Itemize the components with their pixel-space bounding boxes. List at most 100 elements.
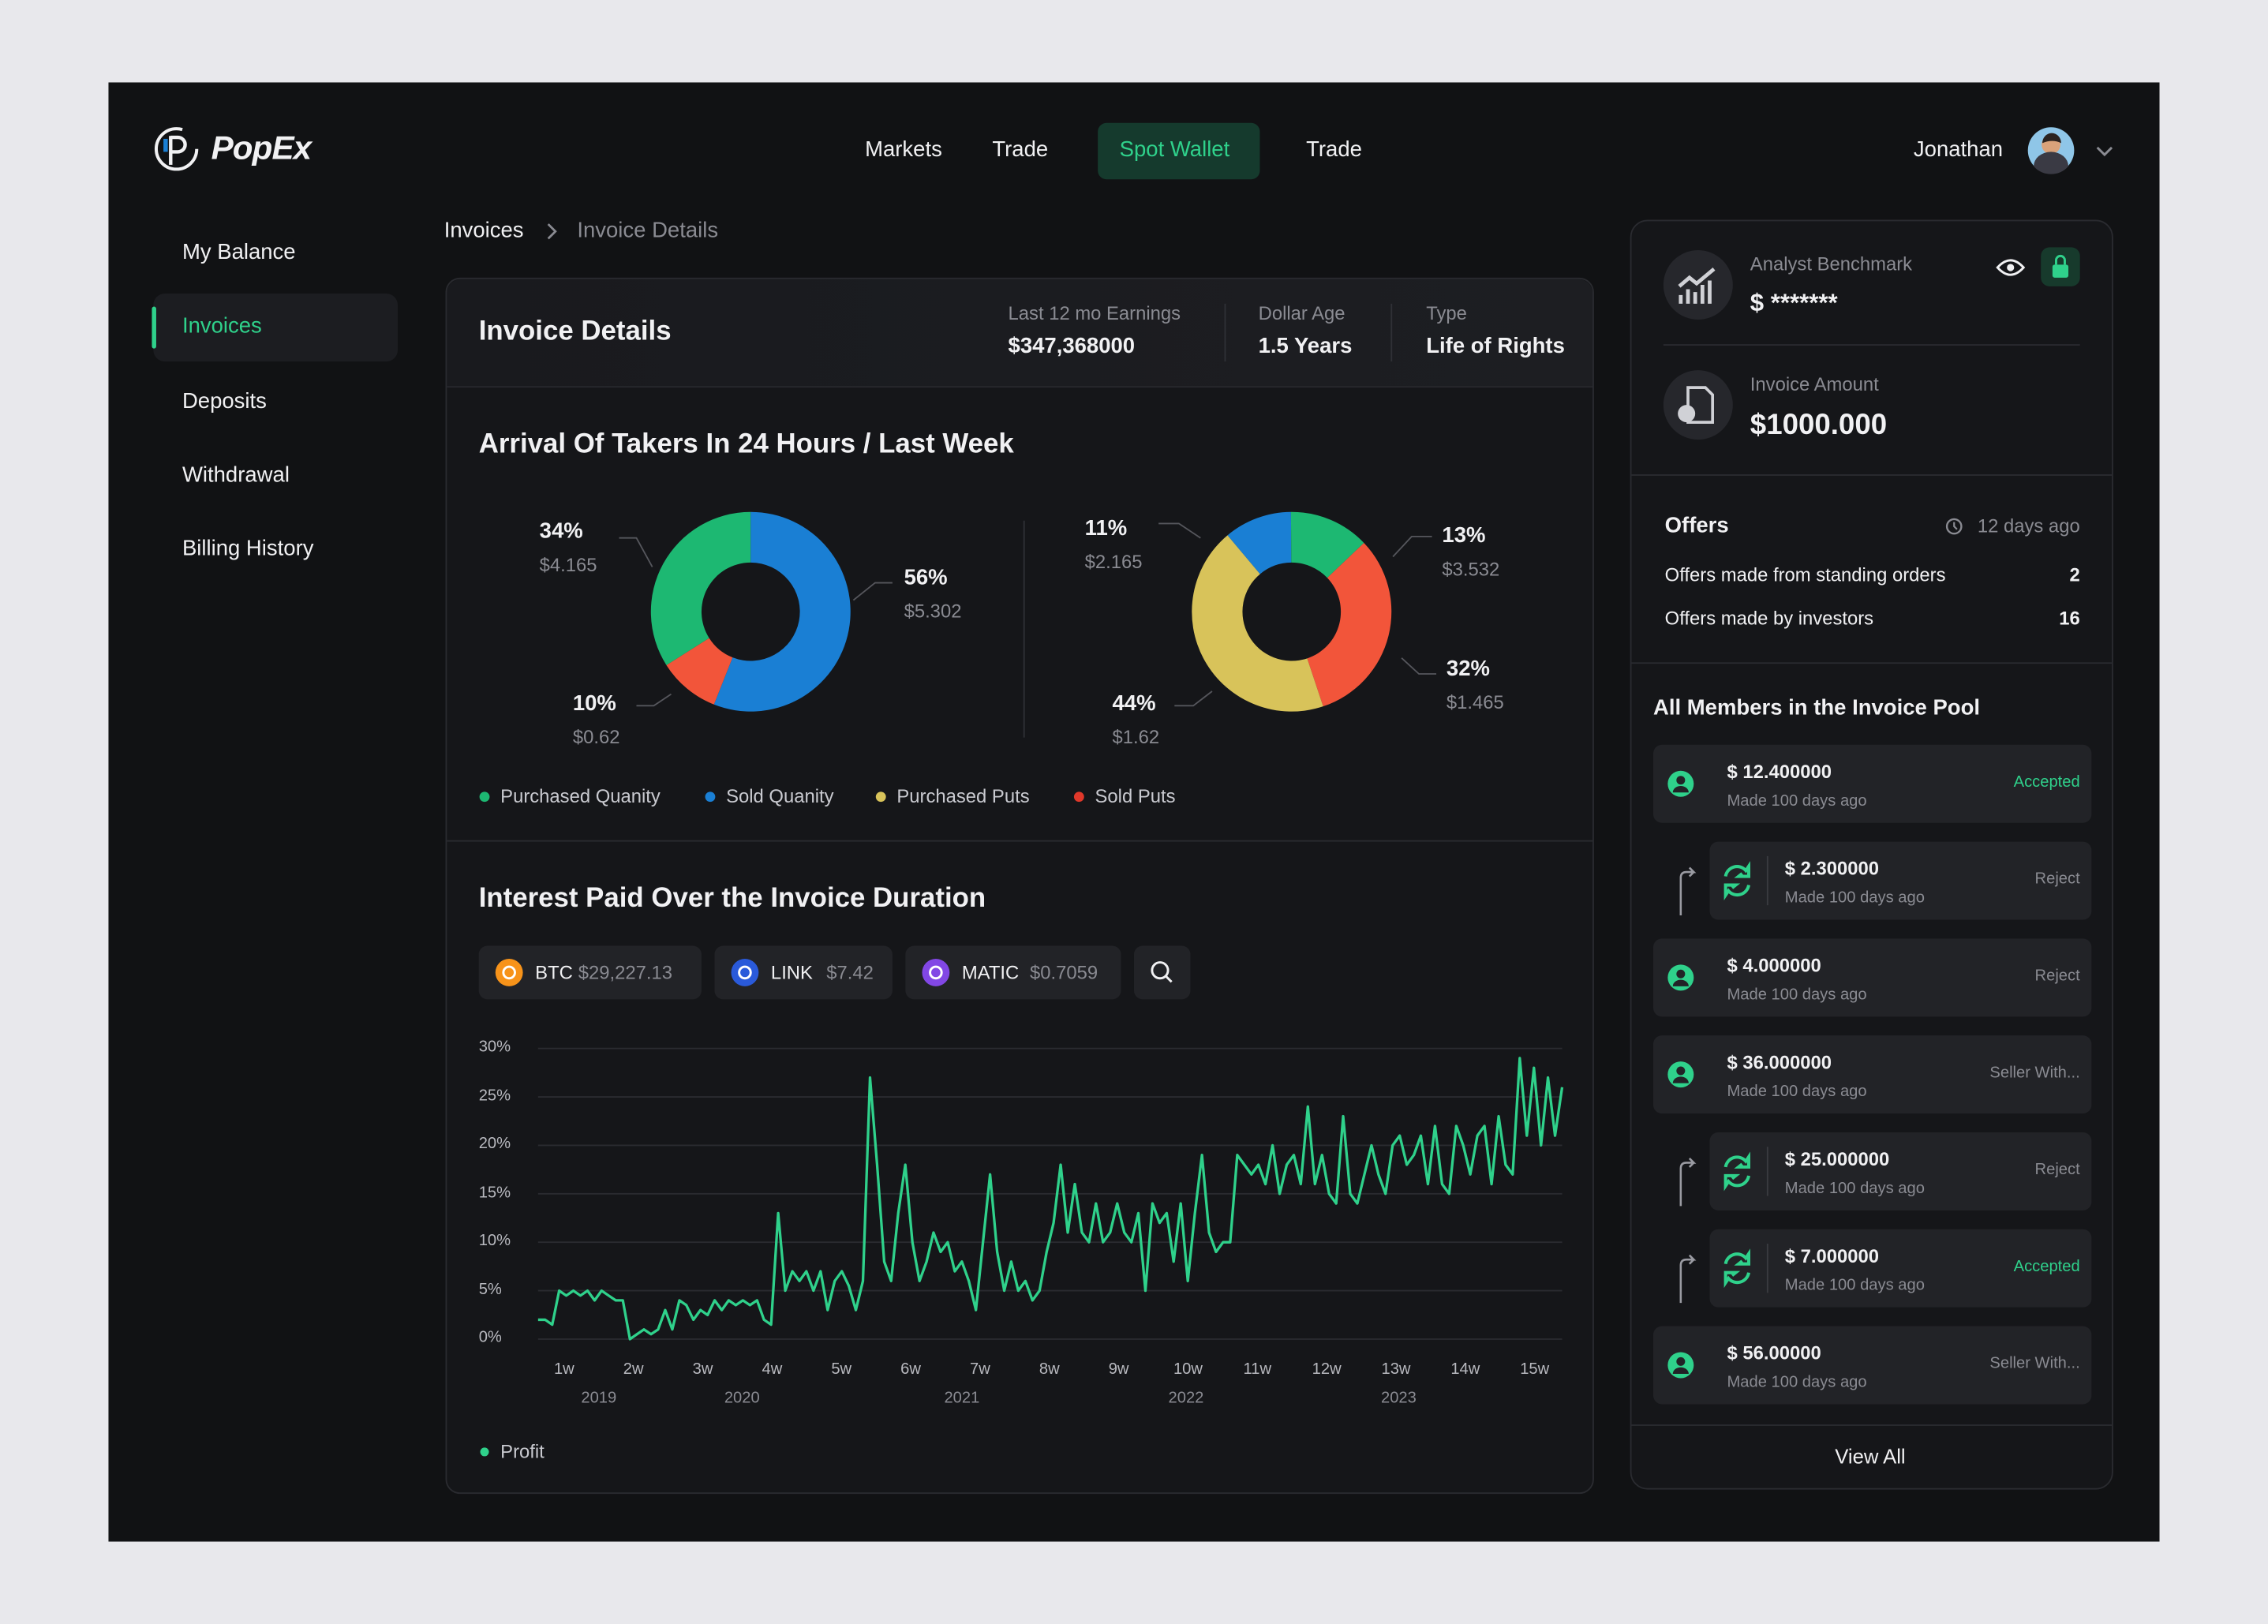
ticker-price: $7.42: [826, 961, 874, 983]
donut-percent: 13%: [1442, 523, 1486, 548]
x-tick-label: 8w: [1039, 1361, 1060, 1379]
member-card[interactable]: [1709, 841, 2092, 920]
clock-icon: [1953, 522, 1958, 530]
invoice-icon: [1678, 405, 1696, 423]
donut-segment: [1227, 511, 1292, 574]
nav-active-bg: [1098, 122, 1260, 180]
x-tick-label: 10w: [1173, 1361, 1203, 1379]
donut-segment: [1290, 511, 1364, 578]
section-title: Interest Paid Over the Invoice Duration: [478, 882, 986, 914]
coin-icon: [731, 959, 759, 986]
year-label: 2019: [581, 1390, 617, 1408]
ticker-symbol: LINK: [770, 961, 813, 983]
swap-icon: [1723, 1248, 1750, 1289]
nav-item[interactable]: Spot Wallet: [1119, 137, 1230, 163]
member-date: Made 100 days ago: [1727, 986, 1867, 1005]
offer-label: Offers made by investors: [1664, 608, 1874, 630]
benchmark-value: $ *******: [1750, 289, 1838, 316]
logo-icon: [154, 127, 199, 171]
breadcrumb-item: Invoice Details: [577, 218, 719, 243]
swap-icon: [1723, 861, 1750, 901]
leader-line: [636, 693, 672, 707]
member-icon: [1672, 979, 1689, 986]
member-status: Reject: [2034, 1162, 2080, 1180]
member-card[interactable]: [1653, 1326, 2092, 1405]
legend-dot: [705, 791, 716, 803]
avatar: [2042, 133, 2061, 144]
avatar: [2034, 152, 2069, 174]
breadcrumb-separator: [547, 223, 557, 240]
sidebar-item[interactable]: Deposits: [182, 388, 267, 413]
member-status: Seller With...: [1989, 1355, 2080, 1373]
member-icon: [1676, 1066, 1686, 1076]
donut-amount: $1.465: [1446, 691, 1504, 713]
member-card[interactable]: [1709, 1229, 2092, 1308]
donut-amount: $4.165: [539, 554, 597, 576]
y-tick-label: 5%: [478, 1281, 502, 1299]
breadcrumb-item[interactable]: Invoices: [443, 218, 524, 243]
panel-divider: [1631, 474, 2113, 476]
member-status: Seller With...: [1989, 1065, 2080, 1083]
search-icon: [1151, 961, 1170, 980]
y-tick-label: 10%: [478, 1233, 511, 1251]
panel-divider: [1663, 344, 2080, 346]
ticker-symbol: MATIC: [961, 961, 1020, 983]
offer-value: 2: [2069, 564, 2080, 586]
legend-dot: [875, 791, 886, 803]
user-name[interactable]: Jonathan: [1913, 137, 2004, 163]
lock-icon: [2052, 264, 2069, 278]
member-card[interactable]: [1709, 1132, 2092, 1211]
section-title: Arrival Of Takers In 24 Hours / Last Wee…: [478, 428, 1014, 460]
legend-dot: [1073, 791, 1084, 803]
view-all[interactable]: View All: [1835, 1444, 1906, 1468]
member-card[interactable]: [1653, 1035, 2092, 1114]
nav-item[interactable]: Trade: [992, 137, 1049, 163]
x-tick-label: 13w: [1381, 1361, 1411, 1379]
member-date: Made 100 days ago: [1784, 889, 1925, 907]
x-tick-label: 3w: [692, 1361, 713, 1379]
donut-percent: 32%: [1446, 657, 1490, 682]
search-button[interactable]: [1133, 945, 1191, 1000]
donut-segment: [713, 511, 851, 712]
stat-value: $347,368000: [1008, 334, 1136, 359]
donut-percent: 44%: [1112, 690, 1156, 717]
x-tick-label: 11w: [1243, 1361, 1272, 1379]
member-amount: $ 56.00000: [1727, 1341, 1821, 1364]
offers-title: Offers: [1664, 513, 1729, 538]
eye-icon: [2007, 264, 2015, 271]
member-status: Reject: [2034, 870, 2080, 889]
panel-divider: [1631, 1424, 2113, 1426]
year-label: 2020: [724, 1390, 760, 1408]
nav-item[interactable]: Trade: [1306, 137, 1362, 163]
sidebar-item[interactable]: Invoices: [182, 314, 262, 339]
sidebar-item[interactable]: Withdrawal: [182, 462, 290, 488]
member-amount: $ 25.000000: [1784, 1148, 1890, 1170]
y-tick-label: 25%: [478, 1087, 511, 1105]
coin-icon: [495, 959, 523, 986]
stat-value: 1.5 Years: [1258, 334, 1353, 359]
member-card[interactable]: [1653, 744, 2092, 823]
member-icon: [1676, 1356, 1686, 1366]
donut-segment: [1192, 535, 1323, 712]
leader-line: [852, 582, 893, 601]
legend-label: Sold Puts: [1095, 785, 1176, 807]
leader-line: [619, 537, 653, 567]
member-amount: $ 2.300000: [1784, 858, 1880, 880]
member-amount: $ 12.400000: [1727, 761, 1832, 783]
x-tick-label: 15w: [1520, 1361, 1550, 1379]
invoice-amount-label: Invoice Amount: [1750, 373, 1879, 395]
x-tick-label: 12w: [1312, 1361, 1342, 1379]
member-icon: [1672, 786, 1689, 793]
members-title: All Members in the Invoice Pool: [1653, 695, 1981, 720]
x-tick-label: 5w: [831, 1361, 852, 1379]
donut-segment: [650, 511, 751, 665]
legend-dot: [480, 1447, 489, 1457]
nav-item[interactable]: Markets: [865, 137, 942, 163]
member-amount: $ 36.000000: [1727, 1051, 1832, 1074]
sidebar-item[interactable]: My Balance: [182, 240, 296, 265]
x-tick-label: 9w: [1108, 1361, 1129, 1379]
member-card[interactable]: [1653, 938, 2092, 1017]
sidebar-active-bar: [152, 306, 156, 349]
coin-icon: [929, 965, 943, 980]
sidebar-item[interactable]: Billing History: [182, 537, 314, 562]
